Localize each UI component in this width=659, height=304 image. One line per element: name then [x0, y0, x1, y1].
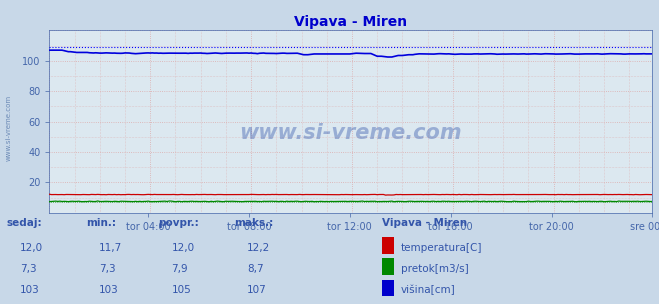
Text: www.si-vreme.com: www.si-vreme.com — [240, 123, 462, 143]
Text: maks.:: maks.: — [234, 219, 273, 229]
Text: pretok[m3/s]: pretok[m3/s] — [401, 264, 469, 274]
Text: 7,3: 7,3 — [99, 264, 115, 274]
Text: sedaj:: sedaj: — [7, 219, 42, 229]
Title: Vipava - Miren: Vipava - Miren — [295, 15, 407, 29]
Text: 12,0: 12,0 — [171, 243, 194, 253]
Text: www.si-vreme.com: www.si-vreme.com — [5, 95, 11, 161]
Text: 8,7: 8,7 — [247, 264, 264, 274]
Text: 12,0: 12,0 — [20, 243, 43, 253]
Text: min.:: min.: — [86, 219, 116, 229]
Text: temperatura[C]: temperatura[C] — [401, 243, 482, 253]
Text: 7,3: 7,3 — [20, 264, 36, 274]
Text: 7,9: 7,9 — [171, 264, 188, 274]
Text: povpr.:: povpr.: — [158, 219, 199, 229]
Text: 105: 105 — [171, 285, 191, 295]
Text: 103: 103 — [20, 285, 40, 295]
Text: 103: 103 — [99, 285, 119, 295]
Text: 107: 107 — [247, 285, 267, 295]
Text: višina[cm]: višina[cm] — [401, 285, 455, 295]
Text: Vipava - Miren: Vipava - Miren — [382, 219, 467, 229]
Text: 11,7: 11,7 — [99, 243, 122, 253]
Text: 12,2: 12,2 — [247, 243, 270, 253]
